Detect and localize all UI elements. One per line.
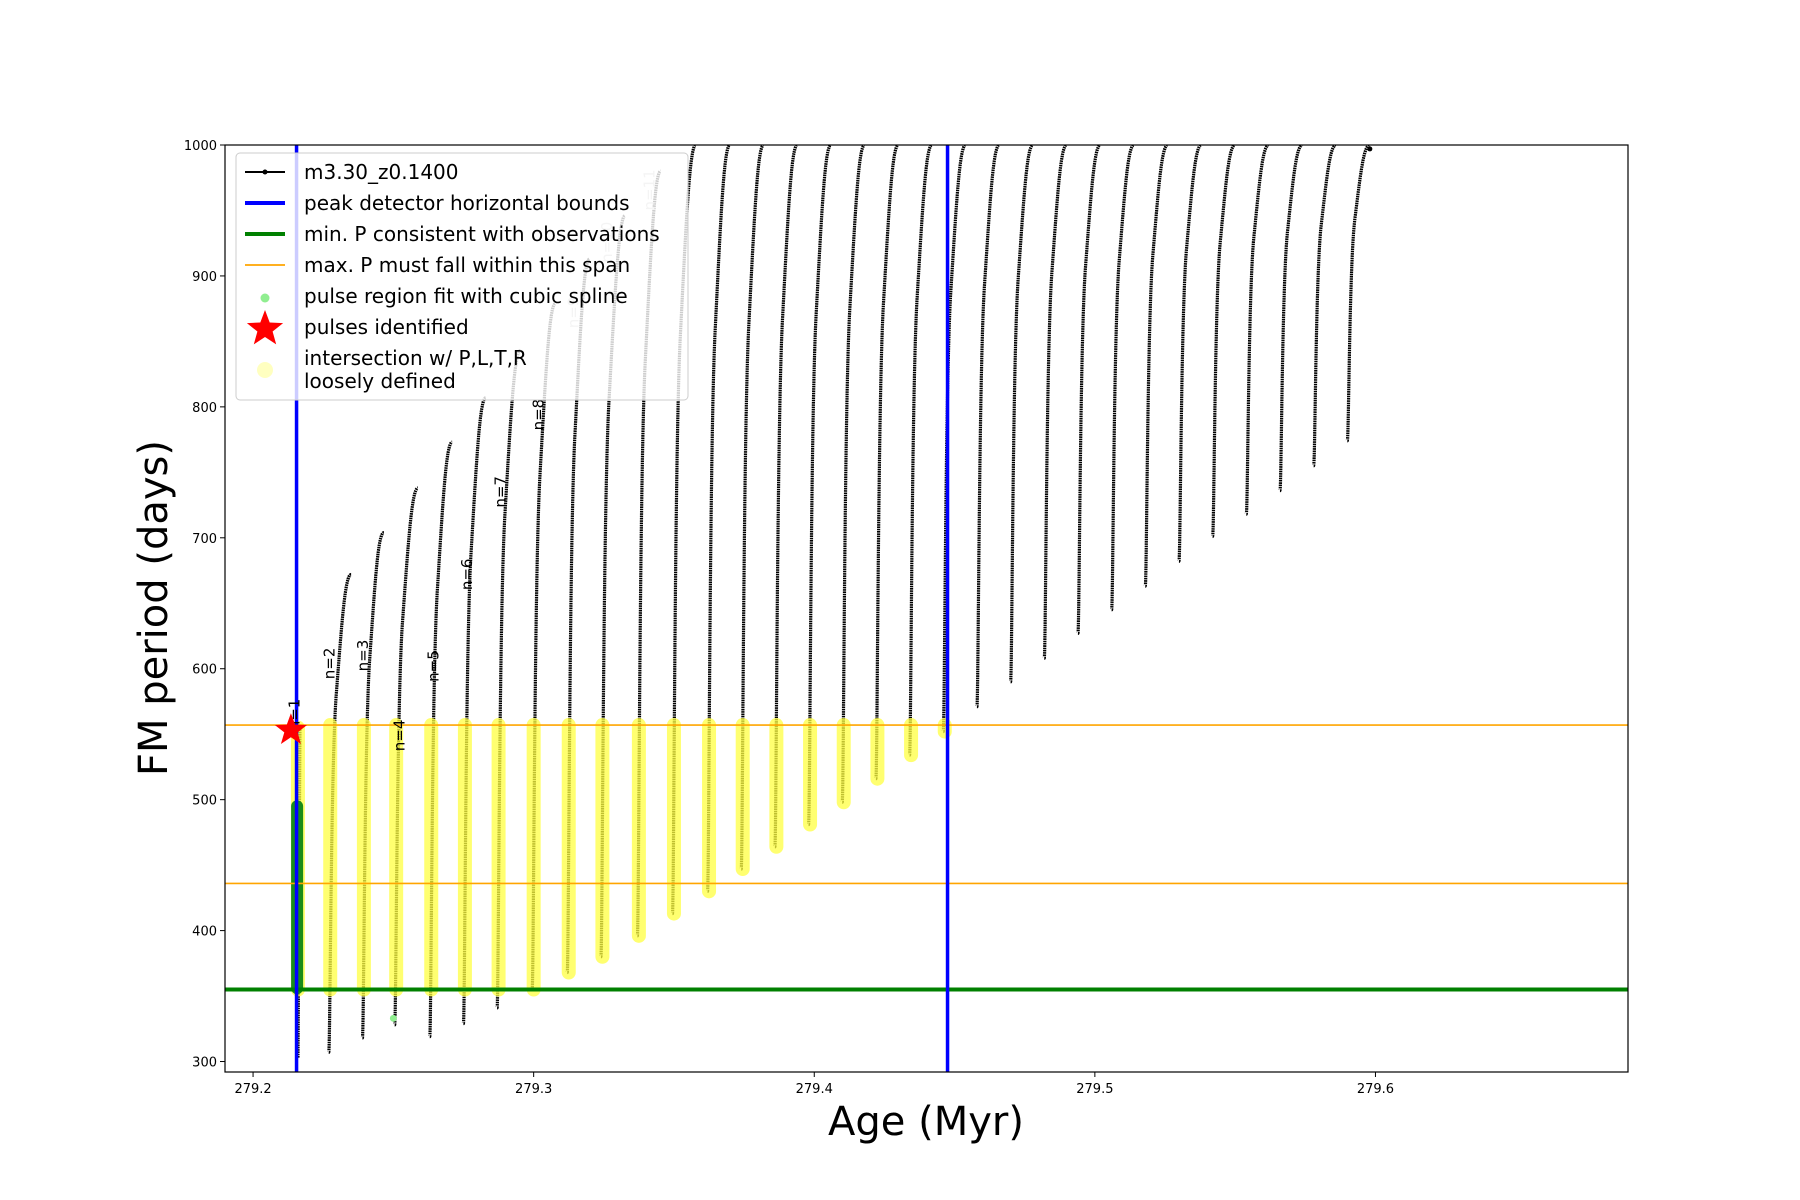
pulse-cycle-curve [907,145,934,757]
y-tick-label: 400 [192,925,217,940]
pulse-label: n=5 [424,650,442,682]
legend-label: pulses identified [304,315,469,339]
pulse-label: n=7 [492,476,510,508]
y-tick-label: 1000 [184,139,217,154]
legend-label: intersection w/ P,L,T,R [304,346,527,370]
legend-frame [235,152,689,401]
track-endpoint [1367,146,1373,152]
pulse-cycle-curve [1008,145,1035,684]
x-tick-label: 279.6 [1357,1082,1394,1097]
y-tick-label: 600 [192,663,217,678]
pulse-cycle-curve [975,145,1001,709]
pulse-identified-marker [274,713,308,744]
y-tick-label: 500 [192,794,217,809]
pulse-cycle-curve [428,440,454,1039]
legend-label: peak detector horizontal bounds [304,191,630,215]
pulse-cycle-curve [1244,145,1270,516]
pulse-cycle-curve [1345,145,1371,443]
legend-label: pulse region fit with cubic spline [304,284,628,308]
pulse-label: n=2 [320,648,338,680]
pulse-cycle-curve [1177,145,1203,563]
pulse-cycle-curve [1042,145,1068,660]
pulse-cycle-curve [874,145,900,781]
pulse-cycle-curve [1278,145,1304,493]
pulse-label: n=8 [529,399,547,431]
pulse-cycle-curve [1211,145,1236,539]
x-tick-label: 279.4 [796,1082,833,1097]
x-axis-title: Age (Myr) [828,1099,1024,1145]
pulse-cycle-curve [1076,145,1102,635]
legend-label: min. P consistent with observations [304,222,660,246]
legend-handle [260,293,270,303]
x-tick-label: 279.2 [234,1082,271,1097]
legend-handle [246,310,284,345]
y-axis-title: FM period (days) [131,440,177,776]
spline-fit-point [389,1014,397,1022]
pulse-cycle-curve [393,486,420,1027]
y-tick-label: 900 [192,270,217,285]
y-tick-label: 300 [192,1056,217,1071]
legend-handle [262,169,268,175]
legend-handle [257,362,273,378]
x-tick-label: 279.5 [1076,1082,1113,1097]
pulse-label: n=3 [354,640,372,672]
legend-label: loosely defined [304,369,456,393]
pulse-cycle-curve [1312,145,1337,468]
plot-frame [224,144,1629,1073]
pulse-cycle-curve [1143,145,1169,588]
legend-label: max. P must fall within this span [304,253,630,277]
y-tick-label: 700 [192,532,217,547]
pulse-label: n=4 [391,720,409,752]
y-tick-label: 800 [192,401,217,416]
pulse-cycle-curve [1110,145,1135,612]
x-tick-label: 279.3 [515,1082,552,1097]
pulse-label: n=6 [458,559,476,591]
legend-label: m3.30_z0.1400 [304,160,459,184]
